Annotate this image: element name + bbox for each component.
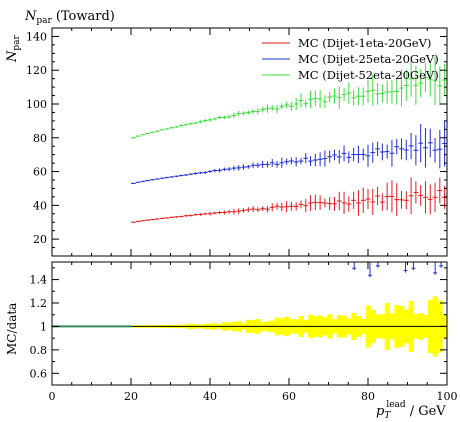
legend-label: MC (Dijet-25eta-20GeV): [298, 52, 439, 66]
main-y-tick-label: 80: [33, 132, 47, 145]
x-tick-label: 80: [361, 390, 375, 403]
x-tick-label: 0: [49, 390, 56, 403]
main-y-tick-label: 20: [33, 233, 47, 246]
main-data-points: [131, 56, 447, 223]
legend-label: MC (Dijet-1eta-20GeV): [298, 36, 431, 50]
ratio-y-tick-label: 1.2: [30, 297, 48, 310]
ratio-y-ticks: 0.6 0.8 1 1.2 1.4: [30, 267, 447, 386]
ratio-y-tick-label: 0.8: [30, 344, 48, 357]
series-3: [131, 56, 447, 139]
main-y-ticks: 20 40 60 80 100 120 140: [26, 27, 448, 256]
x-ticks: 0 20 40 60 80 100: [49, 262, 458, 403]
ratio-y-tick-label: 1.4: [30, 274, 48, 287]
x-tick-label: 20: [124, 390, 138, 403]
ratio-y-axis-label: MC/data: [5, 303, 19, 355]
legend-label: MC (Dijet-52eta-20GeV): [298, 68, 439, 82]
main-y-tick-label: 140: [26, 30, 47, 43]
legend: MC (Dijet-1eta-20GeV) MC (Dijet-25eta-20G…: [262, 36, 439, 82]
series-2: [131, 120, 447, 185]
ratio-plot: 0.6 0.8 1 1.2 1.4 0 20 40 60 80 100: [30, 261, 458, 403]
main-y-axis-label: Npar: [5, 34, 22, 63]
series-1: [131, 177, 447, 223]
x-tick-label: 60: [282, 390, 296, 403]
main-y-tick-label: 60: [33, 166, 47, 179]
x-tick-label: 100: [437, 390, 458, 403]
main-title: Npar (Toward): [24, 9, 115, 26]
ratio-y-tick-label: 0.6: [30, 367, 48, 380]
ratio-y-tick-label: 1: [40, 320, 47, 333]
main-y-tick-label: 40: [33, 199, 47, 212]
x-axis-label: pTlead / GeV: [376, 400, 446, 421]
main-y-tick-label: 100: [26, 98, 47, 111]
x-tick-label: 40: [203, 390, 217, 403]
ratio-data: [52, 262, 448, 357]
main-y-tick-label: 120: [26, 64, 47, 77]
